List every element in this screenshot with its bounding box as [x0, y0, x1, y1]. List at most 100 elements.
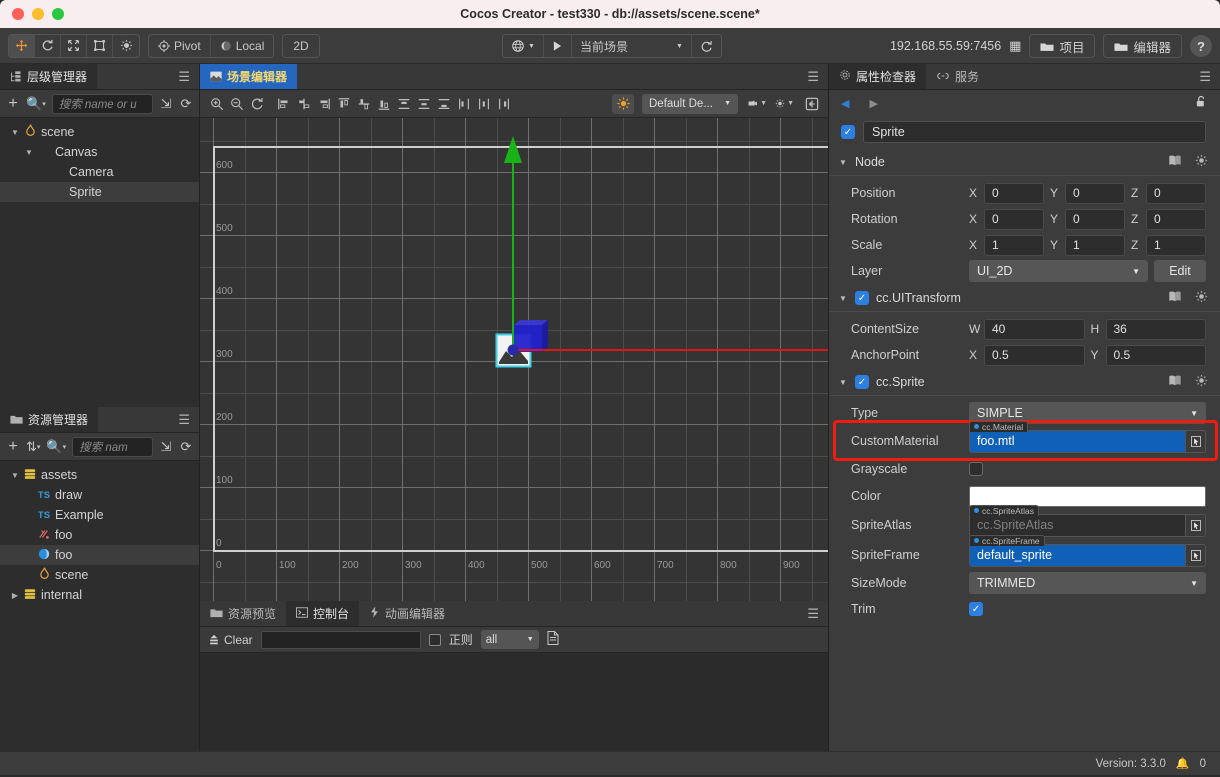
anchorpoint-y-input[interactable]: 0.5 — [1105, 344, 1206, 366]
tab-scene-editor[interactable]: 场景编辑器 — [200, 64, 298, 89]
custommaterial-value[interactable]: foo.mtl — [970, 430, 1185, 452]
hierarchy-search-input[interactable]: 搜索 name or u — [51, 93, 153, 114]
tab-console-1[interactable]: 控制台 — [286, 601, 360, 626]
tree-item-foo[interactable]: foo — [0, 525, 199, 545]
coordinate-button[interactable]: Local — [211, 35, 274, 57]
console-filter-input[interactable] — [260, 630, 421, 649]
close-button[interactable] — [12, 8, 24, 20]
scale-tool-button[interactable] — [61, 34, 87, 57]
tab-inspector-0[interactable]: 属性检查器 — [829, 64, 927, 89]
tool-settings-button[interactable] — [113, 35, 139, 57]
collapse-all-icon[interactable]: ⇲ — [160, 95, 172, 111]
pivot-button[interactable]: Pivot — [149, 34, 211, 57]
search-filter-icon[interactable]: 🔍 ▾ — [26, 95, 46, 111]
assets-menu-button[interactable]: ☰ — [169, 407, 199, 432]
scene-viewport[interactable]: 600 500 400 300 200 100 0 0 100 200 300 400 500 600 70… — [200, 118, 828, 627]
bell-icon[interactable]: 🔔 — [1175, 758, 1190, 770]
scale-z-input[interactable]: 1 — [1146, 234, 1206, 256]
component-header-cc-uitransform[interactable]: ▼ ✓ cc.UITransform — [829, 284, 1220, 312]
reset-view-icon[interactable] — [247, 94, 266, 114]
zoom-out-icon[interactable] — [227, 94, 246, 114]
component-header-cc-sprite[interactable]: ▼ ✓ cc.Sprite — [829, 368, 1220, 396]
preview-device-button[interactable]: ▼ — [503, 35, 544, 57]
distribute-center-v-icon[interactable] — [474, 94, 493, 114]
rotation-y-input[interactable]: 0 — [1065, 208, 1125, 230]
trim-checkbox[interactable]: ✓ — [969, 602, 983, 616]
align-bottom-icon[interactable] — [374, 94, 393, 114]
component-enabled-checkbox[interactable]: ✓ — [855, 375, 869, 389]
dimension-toggle[interactable]: 2D — [282, 33, 320, 58]
position-x-input[interactable]: 0 — [984, 182, 1044, 204]
tab-hierarchy[interactable]: 层级管理器 — [0, 64, 98, 89]
spriteatlas-picker-button[interactable] — [1185, 514, 1205, 536]
lighting-toggle-button[interactable] — [612, 93, 634, 114]
component-header-node[interactable]: ▼ Node — [829, 148, 1220, 176]
distribute-top-icon[interactable] — [394, 94, 413, 114]
distribute-right-icon[interactable] — [494, 94, 513, 114]
search-filter-icon[interactable]: 🔍 ▾ — [46, 438, 67, 454]
component-help-icon[interactable] — [1168, 374, 1182, 390]
layout-icon[interactable] — [802, 94, 821, 114]
sort-assets-icon[interactable]: ⇅ ▾ — [26, 438, 41, 454]
component-menu-icon[interactable] — [1195, 154, 1208, 170]
distribute-middle-icon[interactable] — [414, 94, 433, 114]
scale-x-input[interactable]: 1 — [984, 234, 1044, 256]
tree-item-scene[interactable]: ▼ scene — [0, 122, 199, 142]
move-tool-button[interactable] — [9, 34, 35, 57]
camera-icon[interactable]: ▼ — [748, 94, 767, 114]
chevron-down-icon[interactable]: ▼ — [839, 293, 847, 303]
custommaterial-picker-button[interactable] — [1185, 430, 1205, 452]
inspector-menu-button[interactable]: ☰ — [1190, 64, 1220, 89]
anchorpoint-x-input[interactable]: 0.5 — [984, 344, 1085, 366]
node-enabled-checkbox[interactable]: ✓ — [841, 125, 855, 139]
scene-gear-icon[interactable]: ▼ — [775, 94, 794, 114]
regex-checkbox[interactable] — [428, 633, 441, 646]
node-name-input[interactable]: Sprite — [863, 121, 1206, 143]
tree-item-sprite[interactable]: Sprite — [0, 182, 199, 202]
refresh-preview-button[interactable] — [692, 35, 721, 57]
sizemode-select[interactable]: TRIMMED ▼ — [969, 572, 1206, 594]
color-swatch[interactable] — [969, 485, 1206, 507]
grayscale-checkbox[interactable] — [969, 462, 983, 476]
add-asset-button[interactable]: + — [8, 437, 18, 455]
component-menu-icon[interactable] — [1195, 290, 1208, 306]
help-button[interactable]: ? — [1190, 35, 1212, 57]
tree-item-assets[interactable]: ▼ assets — [0, 465, 199, 485]
rotation-z-input[interactable]: 0 — [1146, 208, 1206, 230]
refresh-assets-icon[interactable]: ⟳ — [180, 438, 192, 454]
tree-item-camera[interactable]: Camera — [0, 162, 199, 182]
hierarchy-menu-button[interactable]: ☰ — [169, 64, 199, 89]
spriteframe-picker-button[interactable] — [1185, 544, 1205, 566]
scene-menu-button[interactable]: ☰ — [798, 64, 828, 89]
console-menu-button[interactable]: ☰ — [798, 601, 828, 626]
chevron-right-icon[interactable]: ▶ — [11, 590, 19, 600]
clear-console-button[interactable]: Clear — [208, 633, 253, 647]
component-help-icon[interactable] — [1168, 290, 1182, 306]
align-middle-icon[interactable] — [354, 94, 373, 114]
align-top-icon[interactable] — [334, 94, 353, 114]
tab-inspector-1[interactable]: 服务 — [926, 64, 990, 89]
minimize-button[interactable] — [32, 8, 44, 20]
maximize-button[interactable] — [52, 8, 64, 20]
qr-code-icon[interactable]: ▦ — [1009, 38, 1022, 53]
layer-select[interactable]: UI_2D ▼ — [969, 260, 1148, 282]
tab-assets[interactable]: 资源管理器 — [0, 407, 99, 432]
chevron-down-icon[interactable]: ▼ — [25, 147, 33, 157]
tree-item-example[interactable]: TS Example — [0, 505, 199, 525]
spriteatlas-value[interactable]: cc.SpriteAtlas — [970, 514, 1185, 536]
spriteframe-value[interactable]: default_sprite — [970, 544, 1185, 566]
align-left-icon[interactable] — [274, 94, 293, 114]
tab-console-2[interactable]: 动画编辑器 — [359, 601, 456, 626]
assets-search-input[interactable]: 搜索 nam — [72, 436, 153, 457]
refresh-hierarchy-icon[interactable]: ⟳ — [180, 95, 192, 111]
add-node-button[interactable]: + — [8, 94, 18, 112]
rotation-x-input[interactable]: 0 — [984, 208, 1044, 230]
nav-back-button[interactable]: ◀ — [841, 97, 850, 110]
zoom-in-icon[interactable] — [207, 94, 226, 114]
export-log-icon[interactable] — [547, 631, 559, 648]
rotate-tool-button[interactable] — [35, 34, 61, 57]
chevron-down-icon[interactable]: ▼ — [11, 127, 19, 137]
type-select[interactable]: SIMPLE ▼ — [969, 402, 1206, 424]
play-button[interactable] — [544, 35, 572, 57]
position-y-input[interactable]: 0 — [1065, 182, 1125, 204]
